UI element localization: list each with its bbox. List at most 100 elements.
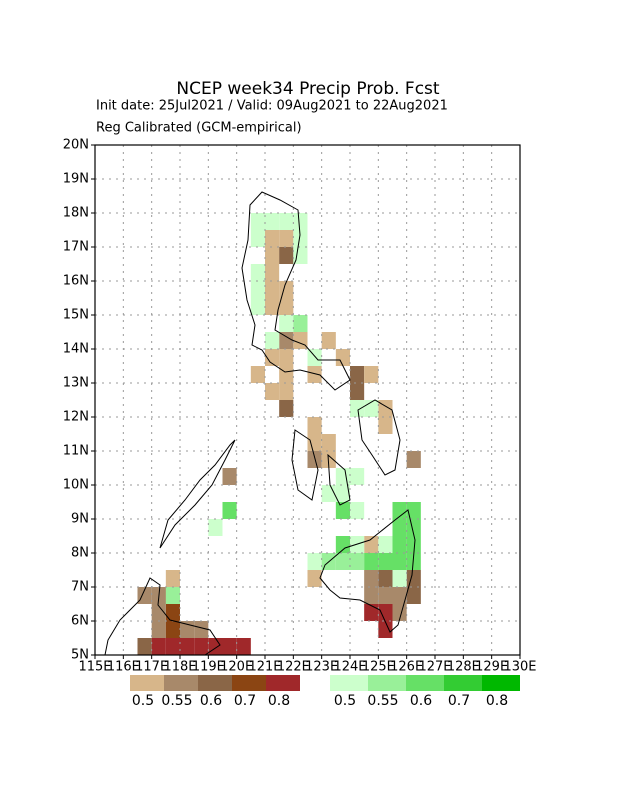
cell-layer	[94, 144, 521, 656]
y-tick-label: 20N	[63, 138, 89, 153]
grid-cell	[392, 519, 407, 536]
y-tick-label: 19N	[63, 172, 89, 187]
coastline	[291, 429, 319, 501]
y-tick-label: 5N	[71, 648, 89, 663]
grid-cell	[392, 587, 407, 604]
grid-cell	[392, 570, 407, 587]
grid-cell	[364, 366, 379, 383]
y-tick-label: 11N	[63, 444, 89, 459]
grid-cell	[350, 400, 365, 417]
grid-cell	[350, 366, 365, 383]
x-tick-label: 129E	[475, 660, 508, 675]
chart-title: NCEP week34 Precip Prob. Fcst	[176, 79, 440, 99]
grid-cell	[406, 587, 421, 604]
grid-cell	[279, 400, 294, 417]
grid-cell	[265, 247, 280, 264]
grid-cell	[406, 536, 421, 553]
x-tick-label: 126E	[390, 660, 423, 675]
grid-cell	[335, 536, 350, 553]
y-tick-label: 15N	[63, 308, 89, 323]
grid-cell	[151, 638, 166, 655]
legend-label: 0.5	[132, 693, 154, 709]
coastline	[319, 509, 416, 633]
x-tick-label: 116E	[107, 660, 140, 675]
legend-swatch	[198, 675, 232, 691]
grid-cell	[279, 247, 294, 264]
x-tick-label: 118E	[163, 660, 196, 675]
grid-cell	[392, 502, 407, 519]
grid-cell	[321, 332, 336, 349]
y-tick-label: 12N	[63, 410, 89, 425]
grid-cell	[350, 502, 365, 519]
x-tick-label: 121E	[248, 660, 281, 675]
grid-cell	[293, 332, 308, 349]
grid-cell	[378, 604, 393, 621]
grid-cell	[250, 366, 265, 383]
grid-cell	[250, 230, 265, 247]
legend-swatch	[164, 675, 198, 691]
y-tick-label: 9N	[71, 512, 89, 527]
grid-cell	[350, 553, 365, 570]
grid-cell	[250, 298, 265, 315]
grid-cell	[406, 553, 421, 570]
grid-cell	[151, 621, 166, 638]
coastline	[327, 453, 351, 506]
grid-cell	[293, 230, 308, 247]
coastline	[241, 191, 351, 391]
grid-cell	[279, 298, 294, 315]
plot-frame	[94, 144, 521, 656]
grid-cell	[293, 213, 308, 230]
coastline	[104, 191, 416, 656]
grid-cell	[307, 366, 322, 383]
legend-swatch	[444, 675, 482, 691]
grid-cell	[364, 570, 379, 587]
grid-cell	[265, 349, 280, 366]
legend-label: 0.6	[200, 693, 222, 709]
x-tick-label: 115E	[78, 660, 111, 675]
grid-cell	[350, 468, 365, 485]
grid-cell	[378, 587, 393, 604]
grid-cell	[335, 502, 350, 519]
legend-label: 0.7	[234, 693, 256, 709]
y-tick-label: 18N	[63, 206, 89, 221]
legend-swatch	[482, 675, 520, 691]
grid-cell	[378, 570, 393, 587]
x-tick-label: 127E	[418, 660, 451, 675]
coastline	[357, 399, 401, 476]
grid-cell	[378, 621, 393, 638]
grid-cell	[406, 519, 421, 536]
grid-cell	[208, 519, 223, 536]
grid-cell	[279, 281, 294, 298]
grid-cell	[364, 604, 379, 621]
grid-cell	[194, 638, 209, 655]
grid-cell	[378, 536, 393, 553]
grid-cell	[406, 451, 421, 468]
grid-cell	[180, 621, 195, 638]
grid-cell	[265, 264, 280, 281]
y-tick-label: 10N	[63, 478, 89, 493]
x-tick-label: 120E	[220, 660, 253, 675]
grid-cell	[392, 536, 407, 553]
grid-cell	[350, 383, 365, 400]
grid-cell	[265, 383, 280, 400]
grid-cell	[265, 281, 280, 298]
legend-label: 0.8	[268, 693, 290, 709]
x-tick-label: 117E	[135, 660, 168, 675]
grid-cell	[265, 332, 280, 349]
grid-cell	[307, 417, 322, 434]
x-tick-label: 119E	[192, 660, 225, 675]
grid-cell	[165, 570, 180, 587]
grid-cell	[180, 638, 195, 655]
y-tick-label: 6N	[71, 614, 89, 629]
grid-cell	[279, 366, 294, 383]
grid-cell	[378, 553, 393, 570]
grid-cell	[165, 621, 180, 638]
legend-swatch	[330, 675, 368, 691]
grid-cell	[250, 264, 265, 281]
grid-cell	[137, 638, 152, 655]
coastline	[159, 439, 236, 549]
grid-cell	[364, 553, 379, 570]
y-tick-label: 17N	[63, 240, 89, 255]
legend-swatch	[368, 675, 406, 691]
grid-cell	[279, 332, 294, 349]
